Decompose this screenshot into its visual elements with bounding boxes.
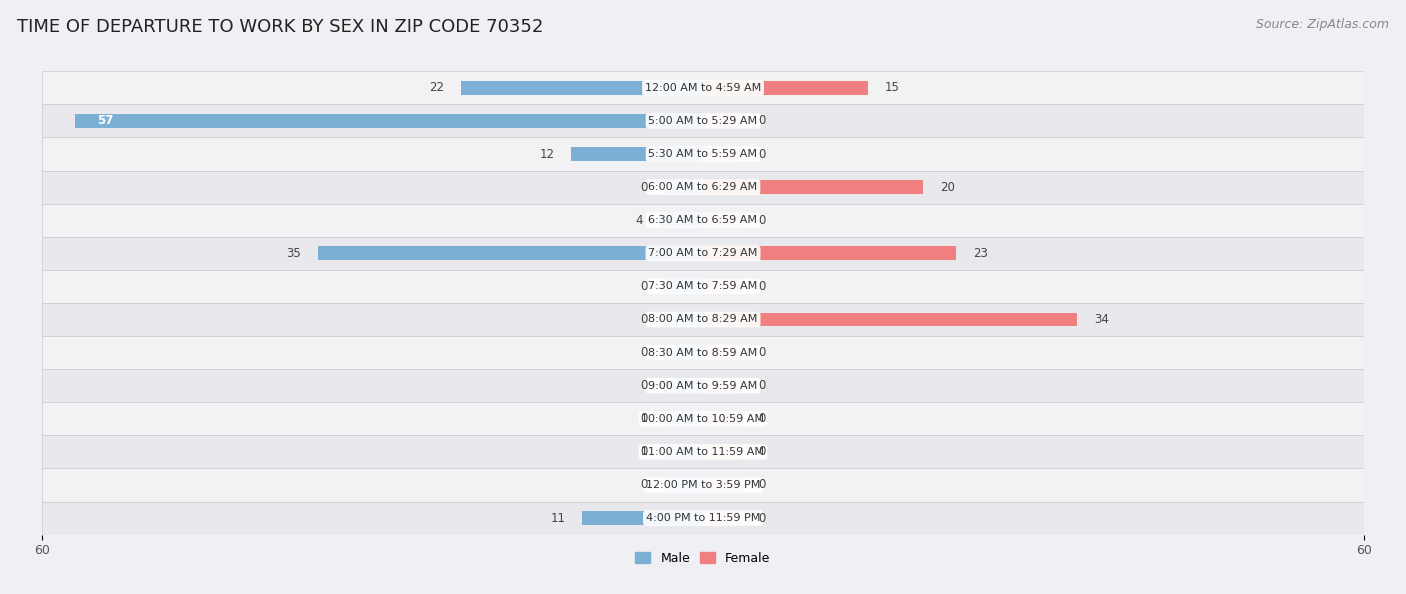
Text: 0: 0 [758, 478, 765, 491]
Bar [42, 369, 1364, 402]
Text: 0: 0 [641, 280, 648, 293]
Text: 0: 0 [641, 181, 648, 194]
Bar [42, 137, 1364, 170]
Bar [665, 312, 703, 327]
Text: 34: 34 [1094, 313, 1109, 326]
Text: 11: 11 [550, 511, 565, 525]
Bar [318, 247, 703, 260]
Bar [42, 170, 1364, 204]
Text: 0: 0 [758, 379, 765, 392]
Legend: Male, Female: Male, Female [630, 547, 776, 570]
Text: 0: 0 [641, 346, 648, 359]
Text: 4: 4 [636, 214, 643, 227]
Text: 23: 23 [973, 247, 987, 260]
Bar [665, 180, 703, 194]
Text: 35: 35 [287, 247, 301, 260]
Text: 6:30 AM to 6:59 AM: 6:30 AM to 6:59 AM [648, 215, 758, 225]
Bar [703, 247, 956, 260]
Bar [42, 237, 1364, 270]
Bar [703, 114, 741, 128]
Text: 57: 57 [97, 115, 114, 128]
Text: 7:00 AM to 7:29 AM: 7:00 AM to 7:29 AM [648, 248, 758, 258]
Text: 0: 0 [641, 379, 648, 392]
Bar [42, 270, 1364, 303]
Bar [703, 478, 741, 492]
Bar [665, 445, 703, 459]
Text: 0: 0 [641, 313, 648, 326]
Text: 22: 22 [429, 81, 444, 94]
Bar [665, 346, 703, 359]
Bar [665, 478, 703, 492]
Bar [42, 71, 1364, 105]
Bar [703, 312, 1077, 327]
Bar [42, 402, 1364, 435]
Text: TIME OF DEPARTURE TO WORK BY SEX IN ZIP CODE 70352: TIME OF DEPARTURE TO WORK BY SEX IN ZIP … [17, 18, 543, 36]
Bar [703, 279, 741, 293]
Text: 20: 20 [939, 181, 955, 194]
Bar [665, 279, 703, 293]
Bar [42, 336, 1364, 369]
Bar [461, 81, 703, 95]
Text: 4:00 PM to 11:59 PM: 4:00 PM to 11:59 PM [645, 513, 761, 523]
Text: 8:30 AM to 8:59 AM: 8:30 AM to 8:59 AM [648, 347, 758, 358]
Text: 0: 0 [758, 346, 765, 359]
Text: 0: 0 [641, 412, 648, 425]
Bar [703, 412, 741, 426]
Text: 0: 0 [758, 214, 765, 227]
Text: 0: 0 [758, 511, 765, 525]
Bar [42, 501, 1364, 535]
Text: 11:00 AM to 11:59 AM: 11:00 AM to 11:59 AM [641, 447, 765, 457]
Text: 0: 0 [758, 115, 765, 128]
Bar [703, 81, 868, 95]
Text: 0: 0 [758, 280, 765, 293]
Bar [703, 147, 741, 161]
Bar [571, 147, 703, 161]
Bar [703, 445, 741, 459]
Text: 12:00 AM to 4:59 AM: 12:00 AM to 4:59 AM [645, 83, 761, 93]
Text: 9:00 AM to 9:59 AM: 9:00 AM to 9:59 AM [648, 381, 758, 391]
Bar [703, 379, 741, 393]
Text: 12:00 PM to 3:59 PM: 12:00 PM to 3:59 PM [645, 480, 761, 490]
Text: 10:00 AM to 10:59 AM: 10:00 AM to 10:59 AM [641, 414, 765, 424]
Bar [42, 105, 1364, 137]
Bar [703, 346, 741, 359]
Bar [42, 204, 1364, 237]
Text: 7:30 AM to 7:59 AM: 7:30 AM to 7:59 AM [648, 282, 758, 292]
Text: 6:00 AM to 6:29 AM: 6:00 AM to 6:29 AM [648, 182, 758, 192]
Bar [665, 412, 703, 426]
Bar [659, 213, 703, 227]
Bar [42, 303, 1364, 336]
Text: 15: 15 [884, 81, 900, 94]
Bar [703, 213, 741, 227]
Text: 0: 0 [758, 147, 765, 160]
Bar [42, 469, 1364, 501]
Text: 0: 0 [758, 446, 765, 459]
Bar [75, 114, 703, 128]
Text: 0: 0 [758, 412, 765, 425]
Text: 12: 12 [540, 147, 554, 160]
Text: 0: 0 [641, 446, 648, 459]
Text: 5:00 AM to 5:29 AM: 5:00 AM to 5:29 AM [648, 116, 758, 126]
Text: 0: 0 [641, 478, 648, 491]
Text: Source: ZipAtlas.com: Source: ZipAtlas.com [1256, 18, 1389, 31]
Bar [703, 180, 924, 194]
Text: 5:30 AM to 5:59 AM: 5:30 AM to 5:59 AM [648, 149, 758, 159]
Bar [703, 511, 741, 525]
Bar [582, 511, 703, 525]
Bar [42, 435, 1364, 469]
Text: 8:00 AM to 8:29 AM: 8:00 AM to 8:29 AM [648, 314, 758, 324]
Bar [665, 379, 703, 393]
